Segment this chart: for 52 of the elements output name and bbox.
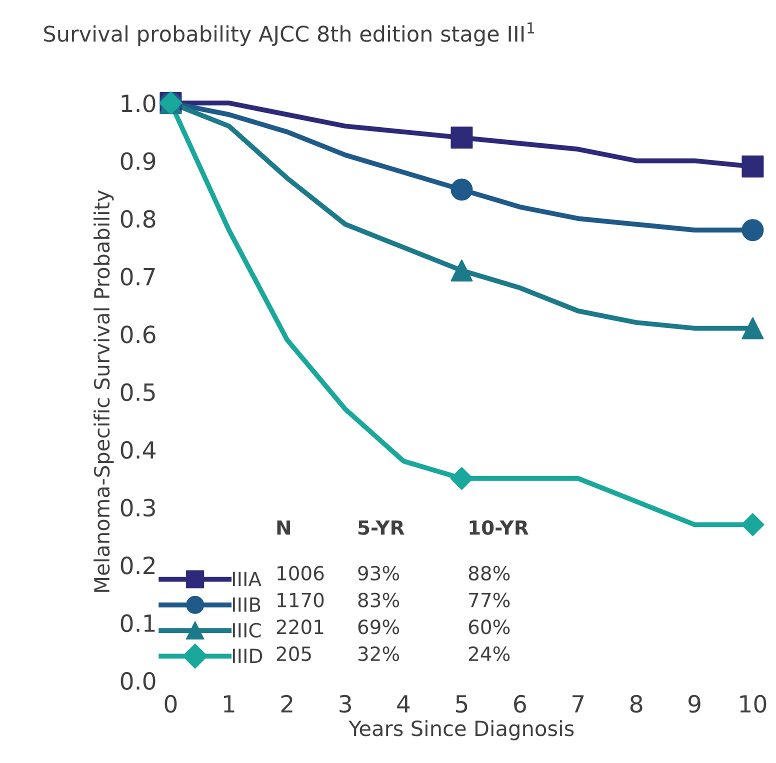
annotation: 5-YR (358, 520, 404, 535)
annotation: 205 (276, 646, 311, 662)
point (742, 156, 764, 178)
annotation: 1006 (278, 566, 324, 581)
annotation: 83% (358, 592, 400, 608)
point (450, 466, 474, 490)
y-tick-label: 0.4 (120, 441, 156, 459)
x-tick-label: 1 (224, 695, 234, 712)
annotation: 2201 (276, 620, 324, 634)
y-tick-label: 0.9 (120, 152, 156, 170)
x-tick-label: 4 (397, 695, 410, 712)
point (741, 513, 764, 536)
legend-label: IIIC (232, 622, 261, 638)
x-axis-title: Years Since Diagnosis (348, 720, 574, 740)
y-tick-label: 0.3 (120, 498, 155, 517)
point (450, 126, 473, 149)
annotation: 1170 (278, 592, 324, 608)
annotation: 88% (468, 566, 510, 581)
y-tick-label: 0.6 (120, 325, 156, 344)
y-tick-label: 0.8 (120, 210, 156, 228)
y-tick-label: 1.0 (122, 94, 156, 112)
annotation: 93% (358, 566, 400, 581)
y-tick-label: 0.1 (120, 614, 155, 632)
x-tick-label: 0 (164, 694, 177, 713)
annotation: 77% (469, 592, 510, 608)
point (742, 219, 764, 242)
x-tick-label: 6 (514, 694, 526, 713)
x-tick-label: 5 (456, 695, 468, 713)
legend-label: IIID (232, 648, 262, 663)
point (450, 260, 473, 282)
y-tick-label: 0.5 (120, 383, 155, 402)
annotation: 32% (358, 646, 400, 662)
annotation: N (277, 520, 290, 535)
x-tick-label: 10 (740, 694, 766, 713)
chart-title: Survival probability AJCC 8th edition stage III$^{1}$ (44, 22, 534, 46)
annotation: 10-YR (470, 520, 528, 535)
y-tick-label: 0.7 (120, 268, 155, 286)
y-tick-label: 0.2 (120, 556, 154, 574)
x-tick-label: 2 (281, 694, 292, 712)
x-tick-label: 8 (630, 694, 642, 713)
y-tick-label: 0.0 (120, 672, 156, 690)
annotation: 69% (358, 620, 400, 634)
legend-label: IIIB (232, 598, 260, 612)
x-tick-label: 9 (688, 694, 700, 713)
point (450, 178, 473, 201)
annotation: 60% (468, 620, 510, 634)
y-axis-title: Melanoma-Specific Survival Probability (94, 190, 114, 592)
point (742, 317, 764, 340)
x-tick-label: 3 (340, 694, 351, 713)
x-tick-label: 7 (572, 695, 584, 712)
annotation: 24% (468, 646, 510, 662)
legend-label: IIIA (232, 572, 262, 586)
